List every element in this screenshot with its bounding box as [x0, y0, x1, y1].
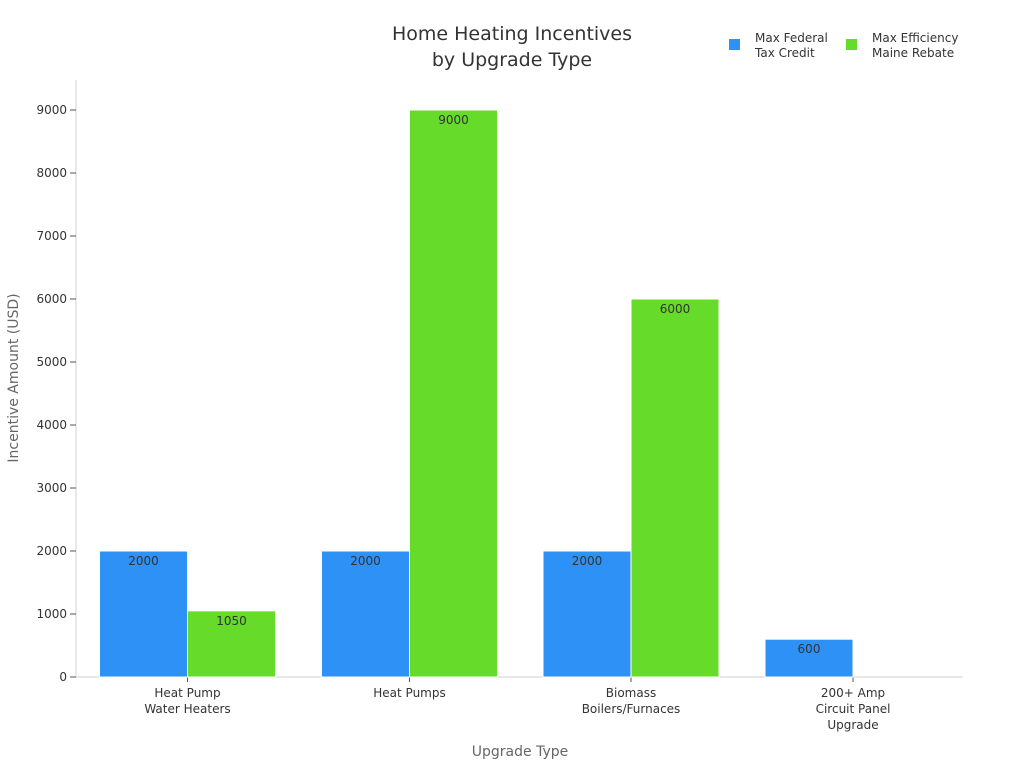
y-tick-label: 8000 [36, 166, 67, 180]
bar-value-label: 6000 [660, 302, 691, 316]
data-labels: 2000 2000 2000 600 1050 9000 6000 [128, 113, 820, 656]
x-tick-label: Heat Pump [154, 686, 220, 700]
bar [409, 109, 498, 678]
legend-entry-label: Max Federal [755, 31, 828, 45]
bar-value-label: 2000 [350, 554, 381, 568]
y-tick-label: 1000 [36, 607, 67, 621]
y-axis: 0 1000 2000 3000 4000 5000 6000 7000 8000 9000 Inc… [6, 80, 77, 684]
bar [187, 610, 276, 678]
x-tick-label: Water Heaters [144, 702, 230, 716]
legend-entry-label: Tax Credit [754, 46, 815, 60]
y-axis-label: Incentive Amount (USD) [6, 293, 22, 462]
bars [99, 109, 854, 678]
y-tick-label: 9000 [36, 103, 67, 117]
bar-value-label: 2000 [128, 554, 159, 568]
bar-value-label: 2000 [572, 554, 603, 568]
y-tick-label: 7000 [36, 229, 67, 243]
y-tick-label: 2000 [36, 544, 67, 558]
bar-value-label: 1050 [216, 614, 247, 628]
x-tick-label: Upgrade [827, 718, 878, 732]
y-tick-label: 6000 [36, 292, 67, 306]
bar [764, 638, 854, 678]
y-tick-label: 5000 [36, 355, 67, 369]
bar [630, 298, 720, 678]
bar-value-label: 600 [798, 642, 821, 656]
legend-entry-label: Max Efficiency [872, 31, 958, 45]
bar [321, 550, 410, 678]
y-tick-label: 3000 [36, 481, 67, 495]
chart-title: Home Heating Incentives by Upgrade Type [392, 23, 632, 71]
x-tick-label: Boilers/Furnaces [582, 702, 681, 716]
x-axis-label: Upgrade Type [472, 744, 568, 760]
y-tick-label: 0 [59, 670, 67, 684]
x-tick-label: Circuit Panel [816, 702, 891, 716]
x-tick-label: 200+ Amp [821, 686, 885, 700]
y-tick-label: 4000 [36, 418, 67, 432]
x-tick-label: Biomass [606, 686, 656, 700]
chart-title-line: by Upgrade Type [432, 49, 592, 71]
chart-title-line: Home Heating Incentives [392, 23, 632, 45]
x-axis: Heat Pump Water Heaters Heat Pumps Biomass B… [76, 676, 963, 760]
legend-swatch [729, 39, 740, 50]
legend-entry-label: Maine Rebate [872, 46, 954, 60]
bar [542, 550, 632, 678]
x-tick-label: Heat Pumps [373, 686, 445, 700]
bar-value-label: 9000 [438, 113, 469, 127]
legend-swatch [846, 39, 857, 50]
bar [99, 550, 188, 678]
